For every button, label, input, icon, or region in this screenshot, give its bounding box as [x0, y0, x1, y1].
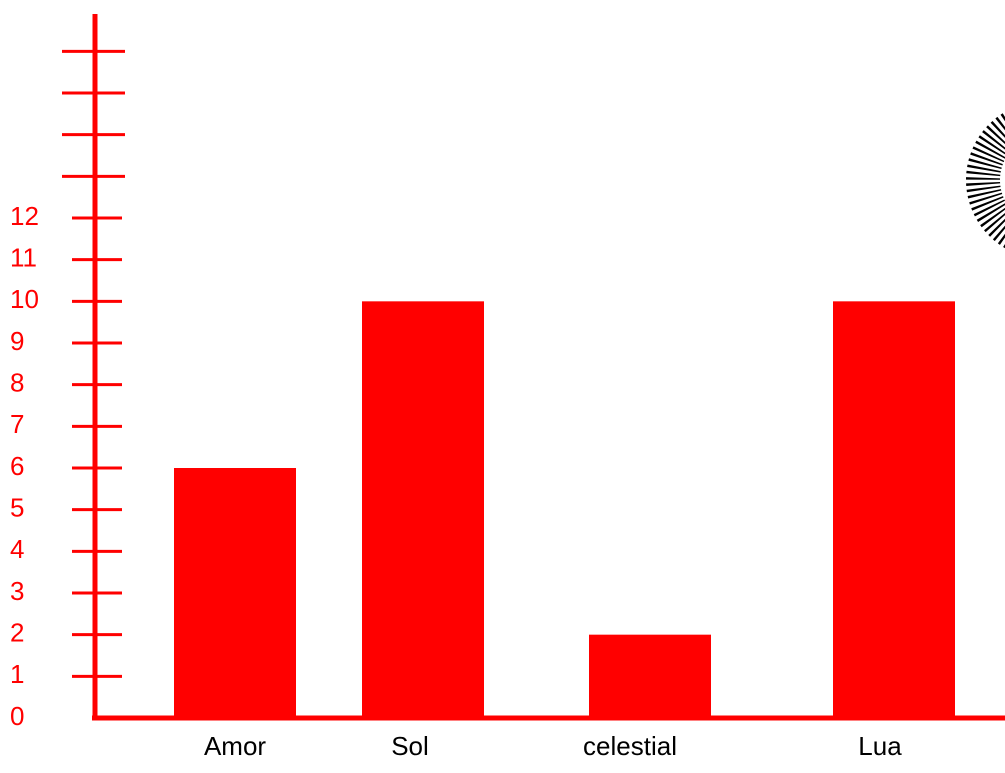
- y-tick-label: 0: [10, 701, 24, 731]
- y-tick-label: 2: [10, 618, 24, 648]
- y-tick-label: 6: [10, 451, 24, 481]
- y-tick-label: 3: [10, 576, 24, 606]
- y-tick-label: 1: [10, 659, 24, 689]
- y-tick-label: 7: [10, 409, 24, 439]
- y-tick-label: 9: [10, 326, 24, 356]
- y-tick-label: 12: [10, 201, 39, 231]
- x-tick-label: Lua: [858, 731, 902, 761]
- x-tick-label: celestial: [583, 731, 677, 761]
- decoration-center: [1001, 161, 1005, 199]
- bar: [362, 301, 484, 718]
- y-tick-label: 5: [10, 493, 24, 523]
- y-tick-label: 10: [10, 284, 39, 314]
- bar: [589, 634, 711, 718]
- y-tick-label: 8: [10, 368, 24, 398]
- x-tick-label: Sol: [391, 731, 429, 761]
- y-tick-label: 4: [10, 534, 24, 564]
- y-tick-label: 11: [10, 243, 37, 273]
- bar: [174, 468, 296, 718]
- bar: [833, 301, 955, 718]
- x-tick-label: Amor: [204, 731, 266, 761]
